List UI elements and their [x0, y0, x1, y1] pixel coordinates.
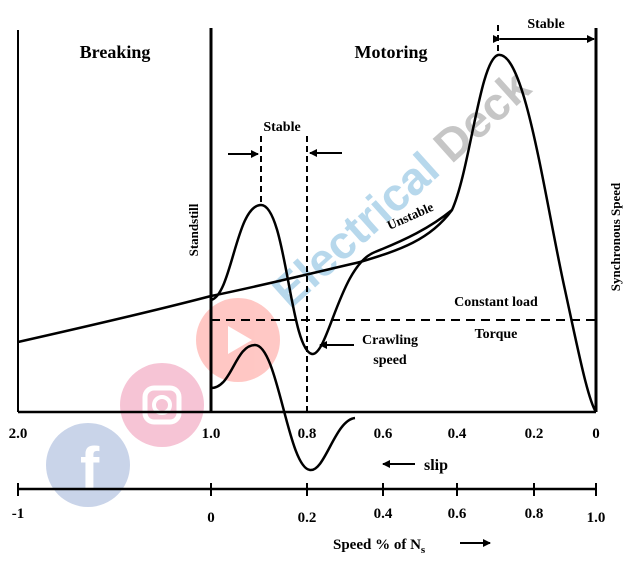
crawling-speed-label: speed [373, 353, 407, 368]
speed-axis-label: Speed % of Ns [333, 537, 426, 556]
speed-axis-ticks [17, 483, 597, 496]
watermark-text: Electrical Deck [262, 59, 540, 317]
seventh-harmonic-torque-curve [210, 203, 453, 356]
fifth-harmonic-torque-curve [210, 343, 356, 472]
motoring-label: Motoring [355, 42, 428, 62]
slip-tick-label: 1.0 [202, 426, 221, 442]
crawling-label: Crawling [362, 333, 418, 348]
slip-tick-label: 0.2 [525, 426, 544, 442]
youtube-play-glyph [228, 326, 252, 354]
watermark-icons: f [46, 298, 280, 507]
speed-tick-label: 0 [207, 510, 215, 526]
speed-tick-label: 0.2 [298, 510, 317, 526]
speed-tick-label: 0.6 [448, 506, 467, 522]
instagram-glyph [142, 385, 182, 425]
slip-label: slip [424, 457, 448, 474]
slip-tick-label: 0 [592, 426, 600, 442]
facebook-glyph: f [80, 436, 100, 501]
slip-tick-labels: 2.0 1.0 0.8 0.6 0.4 0.2 0 [9, 426, 600, 442]
speed-tick-label: 0.4 [374, 506, 393, 522]
instagram-icon [120, 363, 204, 447]
constant-load-label: Constant load [454, 295, 538, 310]
speed-tick-label: 0.8 [525, 506, 544, 522]
stable-mid-label: Stable [263, 120, 300, 135]
fundamental-torque-curve [17, 53, 598, 413]
speed-axis-label-sub: s [421, 544, 426, 556]
speed-tick-labels: -1 0 0.2 0.4 0.6 0.8 1.0 [12, 506, 606, 526]
stable-top-label: Stable [527, 17, 564, 32]
speed-axis-label-main: Speed % of N [333, 537, 421, 553]
slip-tick-label: 2.0 [9, 426, 28, 442]
torque-label: Torque [475, 327, 518, 342]
synchronous-speed-label: Synchronous Speed [608, 182, 623, 291]
slip-tick-label: 0.4 [448, 426, 467, 442]
facebook-icon [46, 423, 130, 507]
standstill-label: Standstill [186, 203, 201, 256]
speed-tick-label: -1 [12, 506, 25, 522]
slip-tick-label: 0.6 [374, 426, 393, 442]
breaking-label: Breaking [80, 42, 151, 62]
speed-tick-label: 1.0 [587, 510, 606, 526]
slip-tick-label: 0.8 [298, 426, 317, 442]
